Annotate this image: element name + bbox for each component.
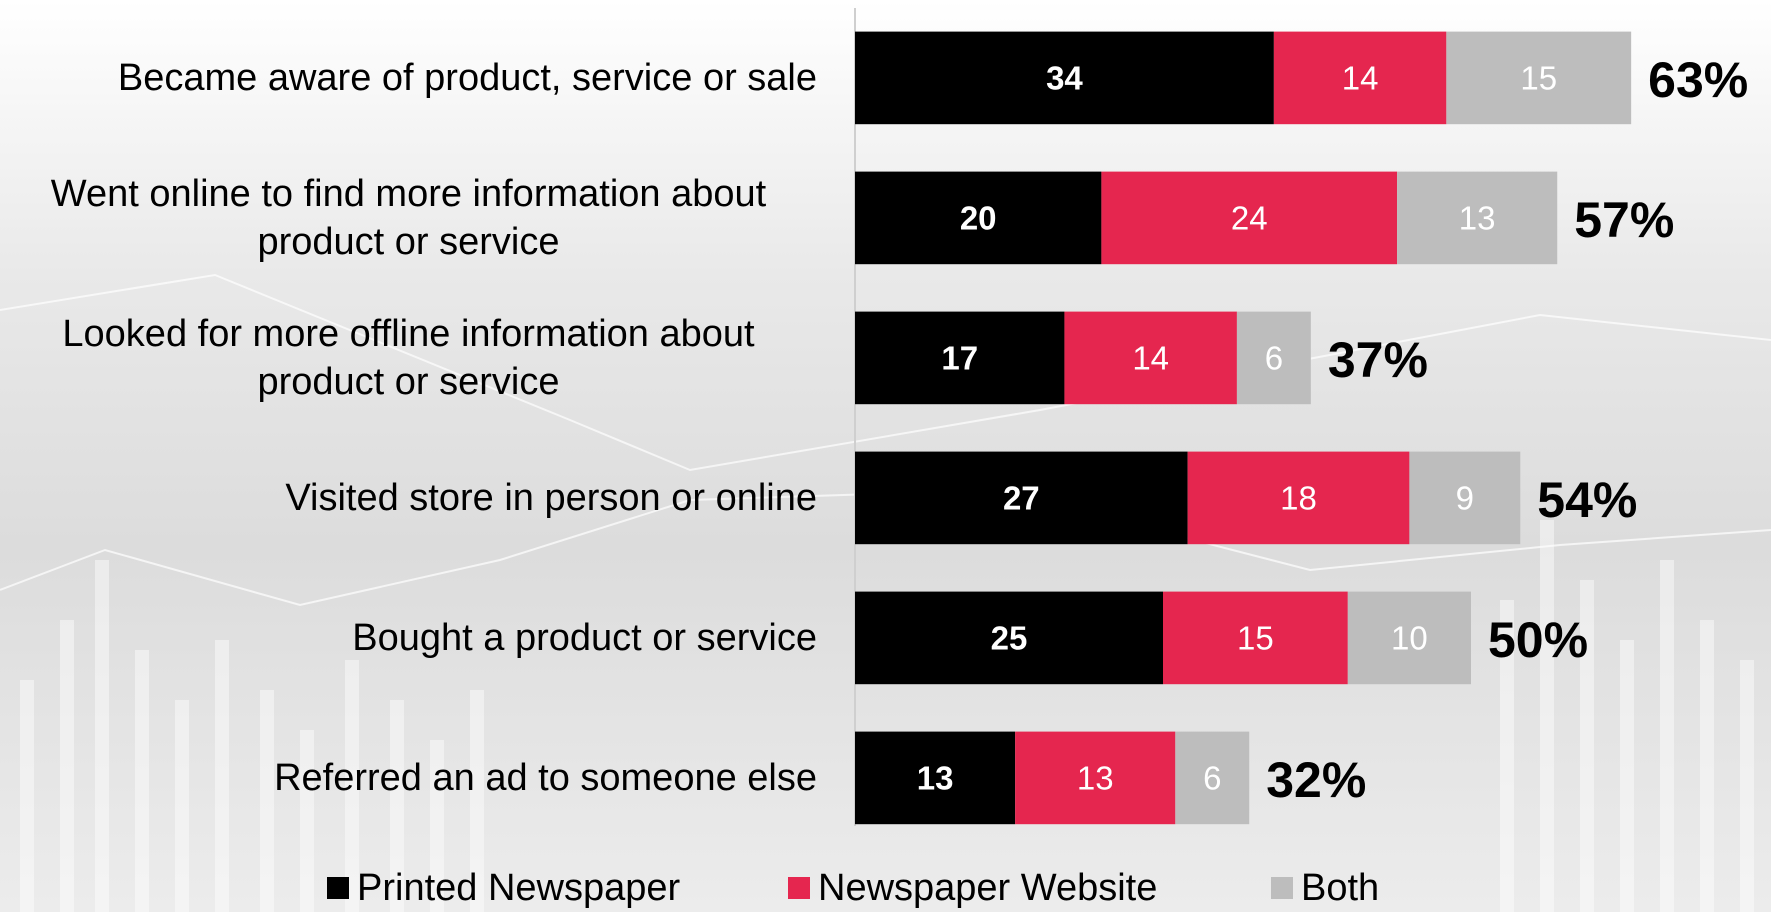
bar-segment [1446,31,1632,125]
category-label: Went online to find more information abo… [50,172,767,263]
total-label: 54% [1537,472,1637,528]
legend-item: Newspaper Website [788,866,1157,910]
bar-segment [1187,451,1410,545]
bar-segment [1397,171,1558,265]
bar-segment [1064,311,1237,405]
segment-label: 34 [1046,59,1083,96]
category-label-box: Referred an ad to someone else [0,732,817,825]
total-label: 50% [1488,612,1588,668]
category-label: Looked for more offline information abou… [62,312,755,403]
segment-label: 24 [1231,199,1268,236]
bar-segment [855,31,1274,125]
bar-segment [1175,731,1250,825]
segment-label: 14 [1342,59,1379,96]
total-label: 37% [1328,332,1428,388]
legend-swatch [327,877,349,899]
legend-swatch [788,877,810,899]
category-label-box: Became aware of product, service or sale [0,32,817,125]
category-label-box: Went online to find more information abo… [0,172,817,265]
bar-segment [1236,311,1311,405]
bar-segment [855,171,1102,265]
segment-label: 14 [1132,339,1169,376]
category-label-box: Bought a product or service [0,592,817,685]
legend-swatch [1271,877,1293,899]
category-label: Referred an ad to someone else [274,756,817,799]
legend: Printed Newspaper Newspaper Website Both [0,866,1771,910]
legend-item: Both [1271,866,1379,910]
bar-segment [1163,591,1348,685]
bar-segment [855,591,1163,685]
bar-segment [1409,451,1521,545]
segment-label: 15 [1237,619,1274,656]
category-label: Became aware of product, service or sale [117,56,817,99]
segment-label: 13 [1077,759,1114,796]
category-label: Visited store in person or online [285,476,817,519]
category-label-box: Looked for more offline information abou… [0,312,817,405]
segment-label: 13 [917,759,954,796]
segment-label: 6 [1203,759,1221,796]
total-label: 63% [1648,52,1748,108]
legend-label: Printed Newspaper [357,866,681,909]
bar-segment [855,451,1188,545]
total-label: 57% [1574,192,1674,248]
category-label-box: Visited store in person or online [0,452,817,545]
bar-segment [1273,31,1447,125]
segment-label: 13 [1459,199,1496,236]
segment-label: 18 [1280,479,1317,516]
segment-label: 15 [1520,59,1557,96]
segment-label: 10 [1391,619,1428,656]
total-label: 32% [1266,752,1366,808]
segment-label: 27 [1003,479,1040,516]
legend-item: Printed Newspaper [327,866,680,910]
segment-label: 6 [1265,339,1283,376]
bar-segment [855,311,1065,405]
bar-segment [1347,591,1471,685]
bar-segment [855,731,1016,825]
bar-segment [1015,731,1176,825]
bar-segment [1101,171,1398,265]
legend-label: Newspaper Website [818,866,1158,909]
legend-label: Both [1301,866,1380,909]
segment-label: 20 [960,199,997,236]
category-label: Bought a product or service [352,616,817,659]
segment-label: 9 [1456,479,1474,516]
segment-label: 17 [941,339,978,376]
segment-label: 25 [991,619,1028,656]
